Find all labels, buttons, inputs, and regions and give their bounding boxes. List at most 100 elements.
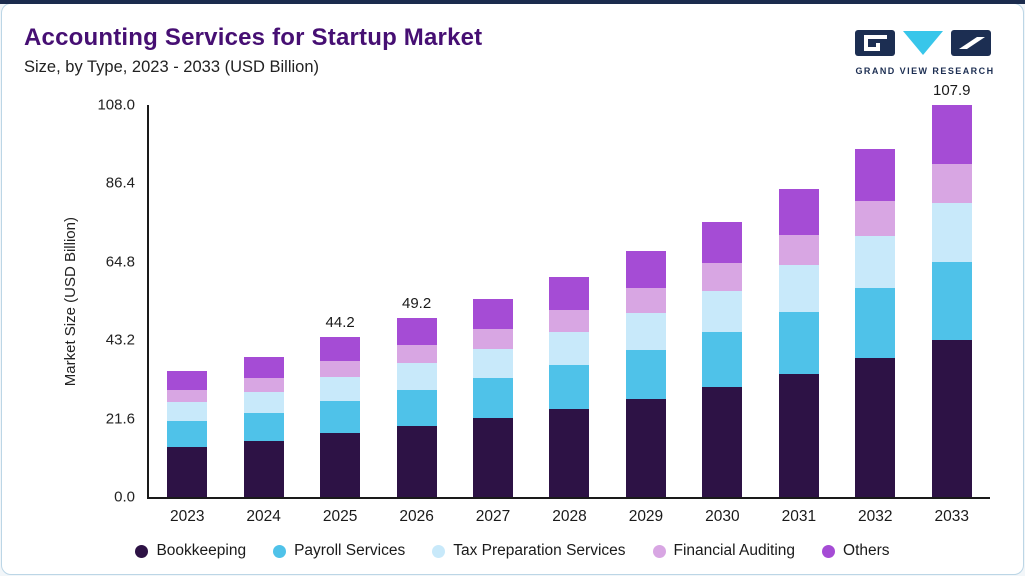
x-tick-label: 2031 — [781, 508, 817, 525]
bar-segment — [855, 200, 896, 236]
y-tick-label: 0.0 — [114, 488, 135, 506]
bar-segment — [167, 370, 208, 390]
bar-segment — [931, 163, 972, 204]
grand-view-research-logo: GRAND VIEW RESEARCH — [849, 28, 1001, 76]
legend-dot-icon — [273, 544, 287, 558]
bar-segment — [778, 265, 819, 312]
bar-segment — [243, 391, 284, 413]
bar-2029: 2029 — [625, 251, 666, 525]
bar-segment — [702, 331, 743, 388]
x-tick-label: 2027 — [475, 508, 511, 525]
bar-segment — [473, 417, 514, 497]
bar-segment — [778, 188, 819, 235]
top-accent-bar — [0, 0, 1025, 4]
bar-segment — [167, 402, 208, 422]
bar-2024: 2024 — [243, 356, 284, 525]
bar-segment — [243, 440, 284, 497]
x-tick-label: 2033 — [934, 508, 969, 525]
legend-dot-icon — [652, 544, 666, 558]
bar-value-label: 44.2 — [325, 313, 355, 331]
legend-dot-icon — [432, 544, 446, 558]
logo-text: GRAND VIEW RESEARCH — [855, 66, 995, 76]
bar-2025: 44.2 2025 — [320, 314, 361, 525]
chart-card: Accounting Services for Startup Market S… — [1, 3, 1024, 575]
legend-label: Tax Preparation Services — [453, 542, 626, 559]
bar-segment — [320, 336, 361, 361]
bar-2027: 2027 — [473, 299, 514, 525]
bar-segment — [855, 357, 896, 497]
bar-segment — [167, 446, 208, 497]
x-tick-label: 2032 — [858, 508, 893, 525]
bar-segment — [473, 299, 514, 329]
bar-segment — [320, 432, 361, 497]
bar-value-label: 107.9 — [932, 82, 971, 100]
bar-segment — [931, 105, 972, 164]
legend-dot-icon — [822, 544, 836, 558]
bar-2023: 2023 — [167, 370, 208, 525]
bar-segment — [243, 356, 284, 378]
bar-segment — [702, 290, 743, 332]
bar-segment — [778, 311, 819, 374]
bar-segment — [549, 365, 590, 410]
y-tick-label: 108.0 — [97, 96, 135, 114]
bar-segment — [167, 389, 208, 403]
bar-segment — [702, 387, 743, 497]
y-tick-label: 43.2 — [105, 331, 135, 349]
bars: 2023 2024 44.2 2025 49.2 2026 2027 2028 2029 2030… — [149, 82, 990, 525]
bar-2028: 2028 — [549, 277, 590, 525]
legend-item: Bookkeeping — [135, 542, 246, 560]
bar-segment — [625, 312, 666, 350]
bar-segment — [396, 389, 437, 426]
y-tick-label: 86.4 — [105, 174, 135, 192]
legend-label: Bookkeeping — [156, 542, 247, 559]
bar-segment — [549, 332, 590, 366]
bar-segment — [320, 376, 361, 401]
bar-segment — [931, 340, 972, 497]
bar-2026: 49.2 2026 — [396, 295, 437, 525]
x-tick-label: 2025 — [322, 508, 358, 525]
bar-segment — [243, 377, 284, 392]
legend-item: Tax Preparation Services — [432, 542, 626, 560]
bar-segment — [855, 148, 896, 201]
bar-2030: 2030 — [702, 221, 743, 525]
logo-mark-icon — [855, 30, 991, 56]
x-tick-label: 2026 — [399, 508, 434, 525]
legend-item: Financial Auditing — [652, 542, 796, 560]
bar-segment — [625, 349, 666, 399]
bar-segment — [473, 328, 514, 349]
plot-area: 2023 2024 44.2 2025 49.2 2026 2027 2028 2029 2030… — [147, 82, 990, 525]
bar-segment — [702, 262, 743, 291]
chart-title: Accounting Services for Startup Market — [24, 24, 483, 51]
legend: Bookkeeping Payroll Services Tax Preparati… — [2, 542, 1023, 560]
legend-label: Financial Auditing — [673, 542, 796, 559]
chart-header: Accounting Services for Startup Market S… — [24, 24, 482, 77]
x-tick-label: 2028 — [552, 508, 587, 525]
bar-segment — [396, 318, 437, 346]
bar-2031: 2031 — [778, 188, 819, 525]
bar-segment — [473, 348, 514, 379]
bar-segment — [320, 360, 361, 377]
legend-item: Others — [822, 542, 890, 560]
x-tick-label: 2029 — [628, 508, 664, 525]
x-tick-label: 2030 — [705, 508, 740, 525]
x-tick-label: 2024 — [246, 508, 281, 525]
legend-dot-icon — [135, 544, 149, 558]
y-tick-label: 21.6 — [105, 410, 135, 428]
bar-value-label: 49.2 — [401, 295, 432, 313]
chart-subtitle: Size, by Type, 2023 - 2033 (USD Billion) — [24, 58, 320, 76]
legend-item: Payroll Services — [273, 542, 405, 560]
bar-segment — [320, 400, 361, 433]
bar-segment — [549, 409, 590, 497]
bar-segment — [625, 398, 666, 497]
bar-segment — [396, 363, 437, 390]
y-tick-label: 64.8 — [105, 253, 135, 271]
bar-segment — [931, 203, 972, 262]
bar-segment — [396, 345, 437, 364]
bar-segment — [778, 373, 819, 497]
bar-segment — [855, 235, 896, 288]
bar-segment — [396, 425, 437, 497]
bar-segment — [549, 277, 590, 311]
bar-segment — [167, 421, 208, 447]
bar-segment — [549, 310, 590, 333]
bar-segment — [778, 234, 819, 266]
